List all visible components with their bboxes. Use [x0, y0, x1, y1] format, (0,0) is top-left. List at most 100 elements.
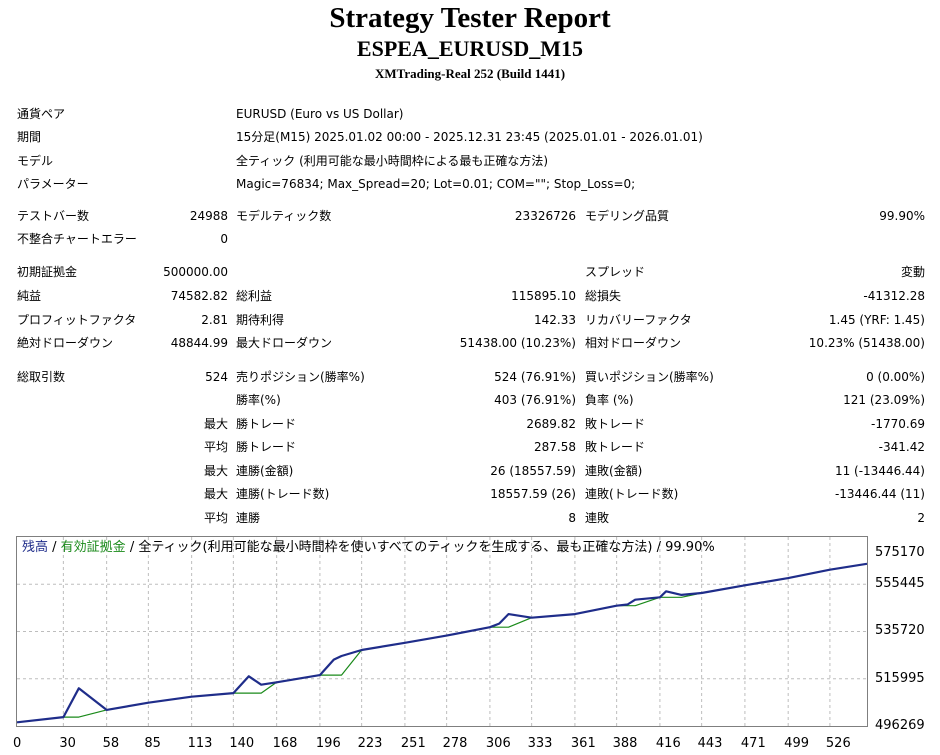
y-tick-label: 555445 — [875, 576, 925, 592]
x-tick-label: 471 — [740, 736, 766, 751]
stat-prefix: 平均 — [203, 440, 228, 454]
stat-label: 初期証拠金 — [17, 265, 78, 279]
stat-value: 0 (0.00%) — [866, 370, 925, 384]
x-tick-label: 333 — [527, 736, 553, 751]
x-tick-label: 278 — [442, 736, 468, 751]
setting-value-symbol: EURUSD (Euro vs US Dollar) — [236, 107, 404, 121]
x-tick-label: 0 — [13, 736, 22, 751]
stat-value: 48844.99 — [170, 336, 228, 350]
legend-rest: / 全ティック(利用可能な最小時間枠を使いすべてのティックを生成する、最も正確な… — [125, 540, 715, 555]
report-subtitle: ESPEA_EURUSD_M15 — [356, 36, 584, 61]
stat-value: 121 (23.09%) — [843, 393, 925, 407]
x-tick-label: 251 — [400, 736, 426, 751]
stat-value: 10.23% (51438.00) — [808, 336, 925, 350]
stat-label: 勝トレード — [236, 440, 297, 454]
y-tick-label: 535720 — [875, 623, 925, 639]
stat-value: 524 (76.91%) — [494, 370, 576, 384]
stat-label: 相対ドローダウン — [585, 336, 682, 350]
stat-value: 142.33 — [534, 313, 576, 327]
stat-label: リカバリーファクタ — [585, 313, 692, 327]
stat-label: 総損失 — [585, 289, 622, 303]
stat-label: 連敗(トレード数) — [585, 487, 679, 501]
stat-label: 連勝 — [236, 511, 261, 525]
stat-value: 1.45 (YRF: 1.45) — [828, 313, 925, 327]
stat-value: 2689.82 — [526, 417, 576, 431]
stat-value: 11 (-13446.44) — [834, 464, 925, 478]
stat-value: 2.81 — [201, 313, 228, 327]
setting-value-parameters: Magic=76834; Max_Spread=20; Lot=0.01; CO… — [236, 177, 636, 191]
x-tick-label: 306 — [485, 736, 511, 751]
stat-label: テストバー数 — [17, 209, 90, 223]
report-title: Strategy Tester Report — [329, 2, 611, 34]
server-info: XMTrading-Real 252 (Build 1441) — [374, 66, 566, 81]
stat-label: 純益 — [17, 289, 42, 303]
stat-label: モデルティック数 — [236, 209, 332, 223]
x-tick-label: 85 — [144, 736, 161, 751]
stat-value: 115895.10 — [511, 289, 576, 303]
stat-label: 連勝(トレード数) — [236, 487, 330, 501]
chart-plot — [17, 537, 867, 726]
stat-value: -13446.44 (11) — [834, 487, 925, 501]
x-tick-label: 388 — [612, 736, 638, 751]
setting-value-model: 全ティック (利用可能な最小時間枠による最も正確な方法) — [236, 154, 549, 168]
x-tick-label: 443 — [697, 736, 723, 751]
x-tick-label: 416 — [655, 736, 681, 751]
setting-label-model: モデル — [17, 154, 54, 168]
stat-label: 総取引数 — [17, 370, 66, 384]
stat-value: 26 (18557.59) — [490, 464, 576, 478]
x-tick-label: 526 — [825, 736, 851, 751]
x-tick-label: 499 — [784, 736, 809, 751]
stat-label: 売りポジション(勝率%) — [236, 370, 365, 384]
stat-value: 23326726 — [514, 209, 576, 223]
stat-label: プロフィットファクタ — [17, 313, 137, 327]
legend-balance: 残高 — [22, 540, 49, 555]
y-tick-label: 515995 — [875, 670, 925, 686]
balance-chart — [16, 536, 868, 727]
stat-value: 74582.82 — [170, 289, 228, 303]
x-tick-label: 113 — [187, 736, 213, 751]
setting-value-period: 15分足(M15) 2025.01.02 00:00 - 2025.12.31 … — [236, 130, 703, 144]
setting-label-parameters: パラメーター — [17, 177, 89, 191]
stat-value: 18557.59 (26) — [490, 487, 576, 501]
stat-value: 変動 — [900, 265, 925, 279]
chart-legend: 残高 / 有効証拠金 / 全ティック(利用可能な最小時間枠を使いすべてのティック… — [22, 540, 715, 555]
setting-label-period: 期間 — [17, 130, 42, 144]
stat-prefix: 最大 — [203, 417, 228, 431]
stat-label: 総利益 — [236, 289, 273, 303]
stat-label: 敗トレード — [585, 440, 646, 454]
stat-label: スプレッド — [585, 265, 646, 279]
stat-value: 8 — [568, 511, 576, 525]
stat-value: -41312.28 — [863, 289, 925, 303]
stat-value: 500000.00 — [163, 265, 228, 279]
equity-line — [17, 563, 867, 723]
stat-label: 勝トレード — [236, 417, 297, 431]
stat-label: 不整合チャートエラー — [17, 232, 137, 246]
stat-label: モデリング品質 — [585, 209, 670, 223]
stat-prefix: 最大 — [203, 487, 228, 501]
balance-line — [17, 562, 867, 724]
stat-label: 勝率(%) — [236, 393, 281, 407]
stat-label: 連敗 — [585, 511, 610, 525]
x-tick-label: 58 — [102, 736, 120, 751]
stat-label: 連敗(金額) — [585, 464, 643, 478]
stat-prefix: 平均 — [203, 511, 228, 525]
stat-label: 連勝(金額) — [236, 464, 294, 478]
stat-label: 絶対ドローダウン — [17, 336, 114, 350]
stat-value: 403 (76.91%) — [494, 393, 576, 407]
stat-value: 24988 — [189, 209, 228, 223]
setting-label-symbol: 通貨ペア — [17, 107, 66, 121]
stat-value: -1770.69 — [871, 417, 925, 431]
legend-equity: 有効証拠金 — [60, 540, 126, 555]
stat-label: 買いポジション(勝率%) — [585, 370, 714, 384]
x-tick-label: 223 — [357, 736, 383, 751]
stat-value: 287.58 — [534, 440, 576, 454]
stat-label: 敗トレード — [585, 417, 646, 431]
stat-value: 0 — [220, 232, 228, 246]
stat-value: 2 — [917, 511, 925, 525]
stat-label: 負率 (%) — [585, 393, 634, 407]
legend-sep: / — [48, 540, 61, 555]
x-tick-label: 140 — [229, 736, 255, 751]
stat-value: 524 — [205, 370, 228, 384]
y-tick-label: 496269 — [875, 718, 925, 733]
stat-prefix: 最大 — [203, 464, 228, 478]
